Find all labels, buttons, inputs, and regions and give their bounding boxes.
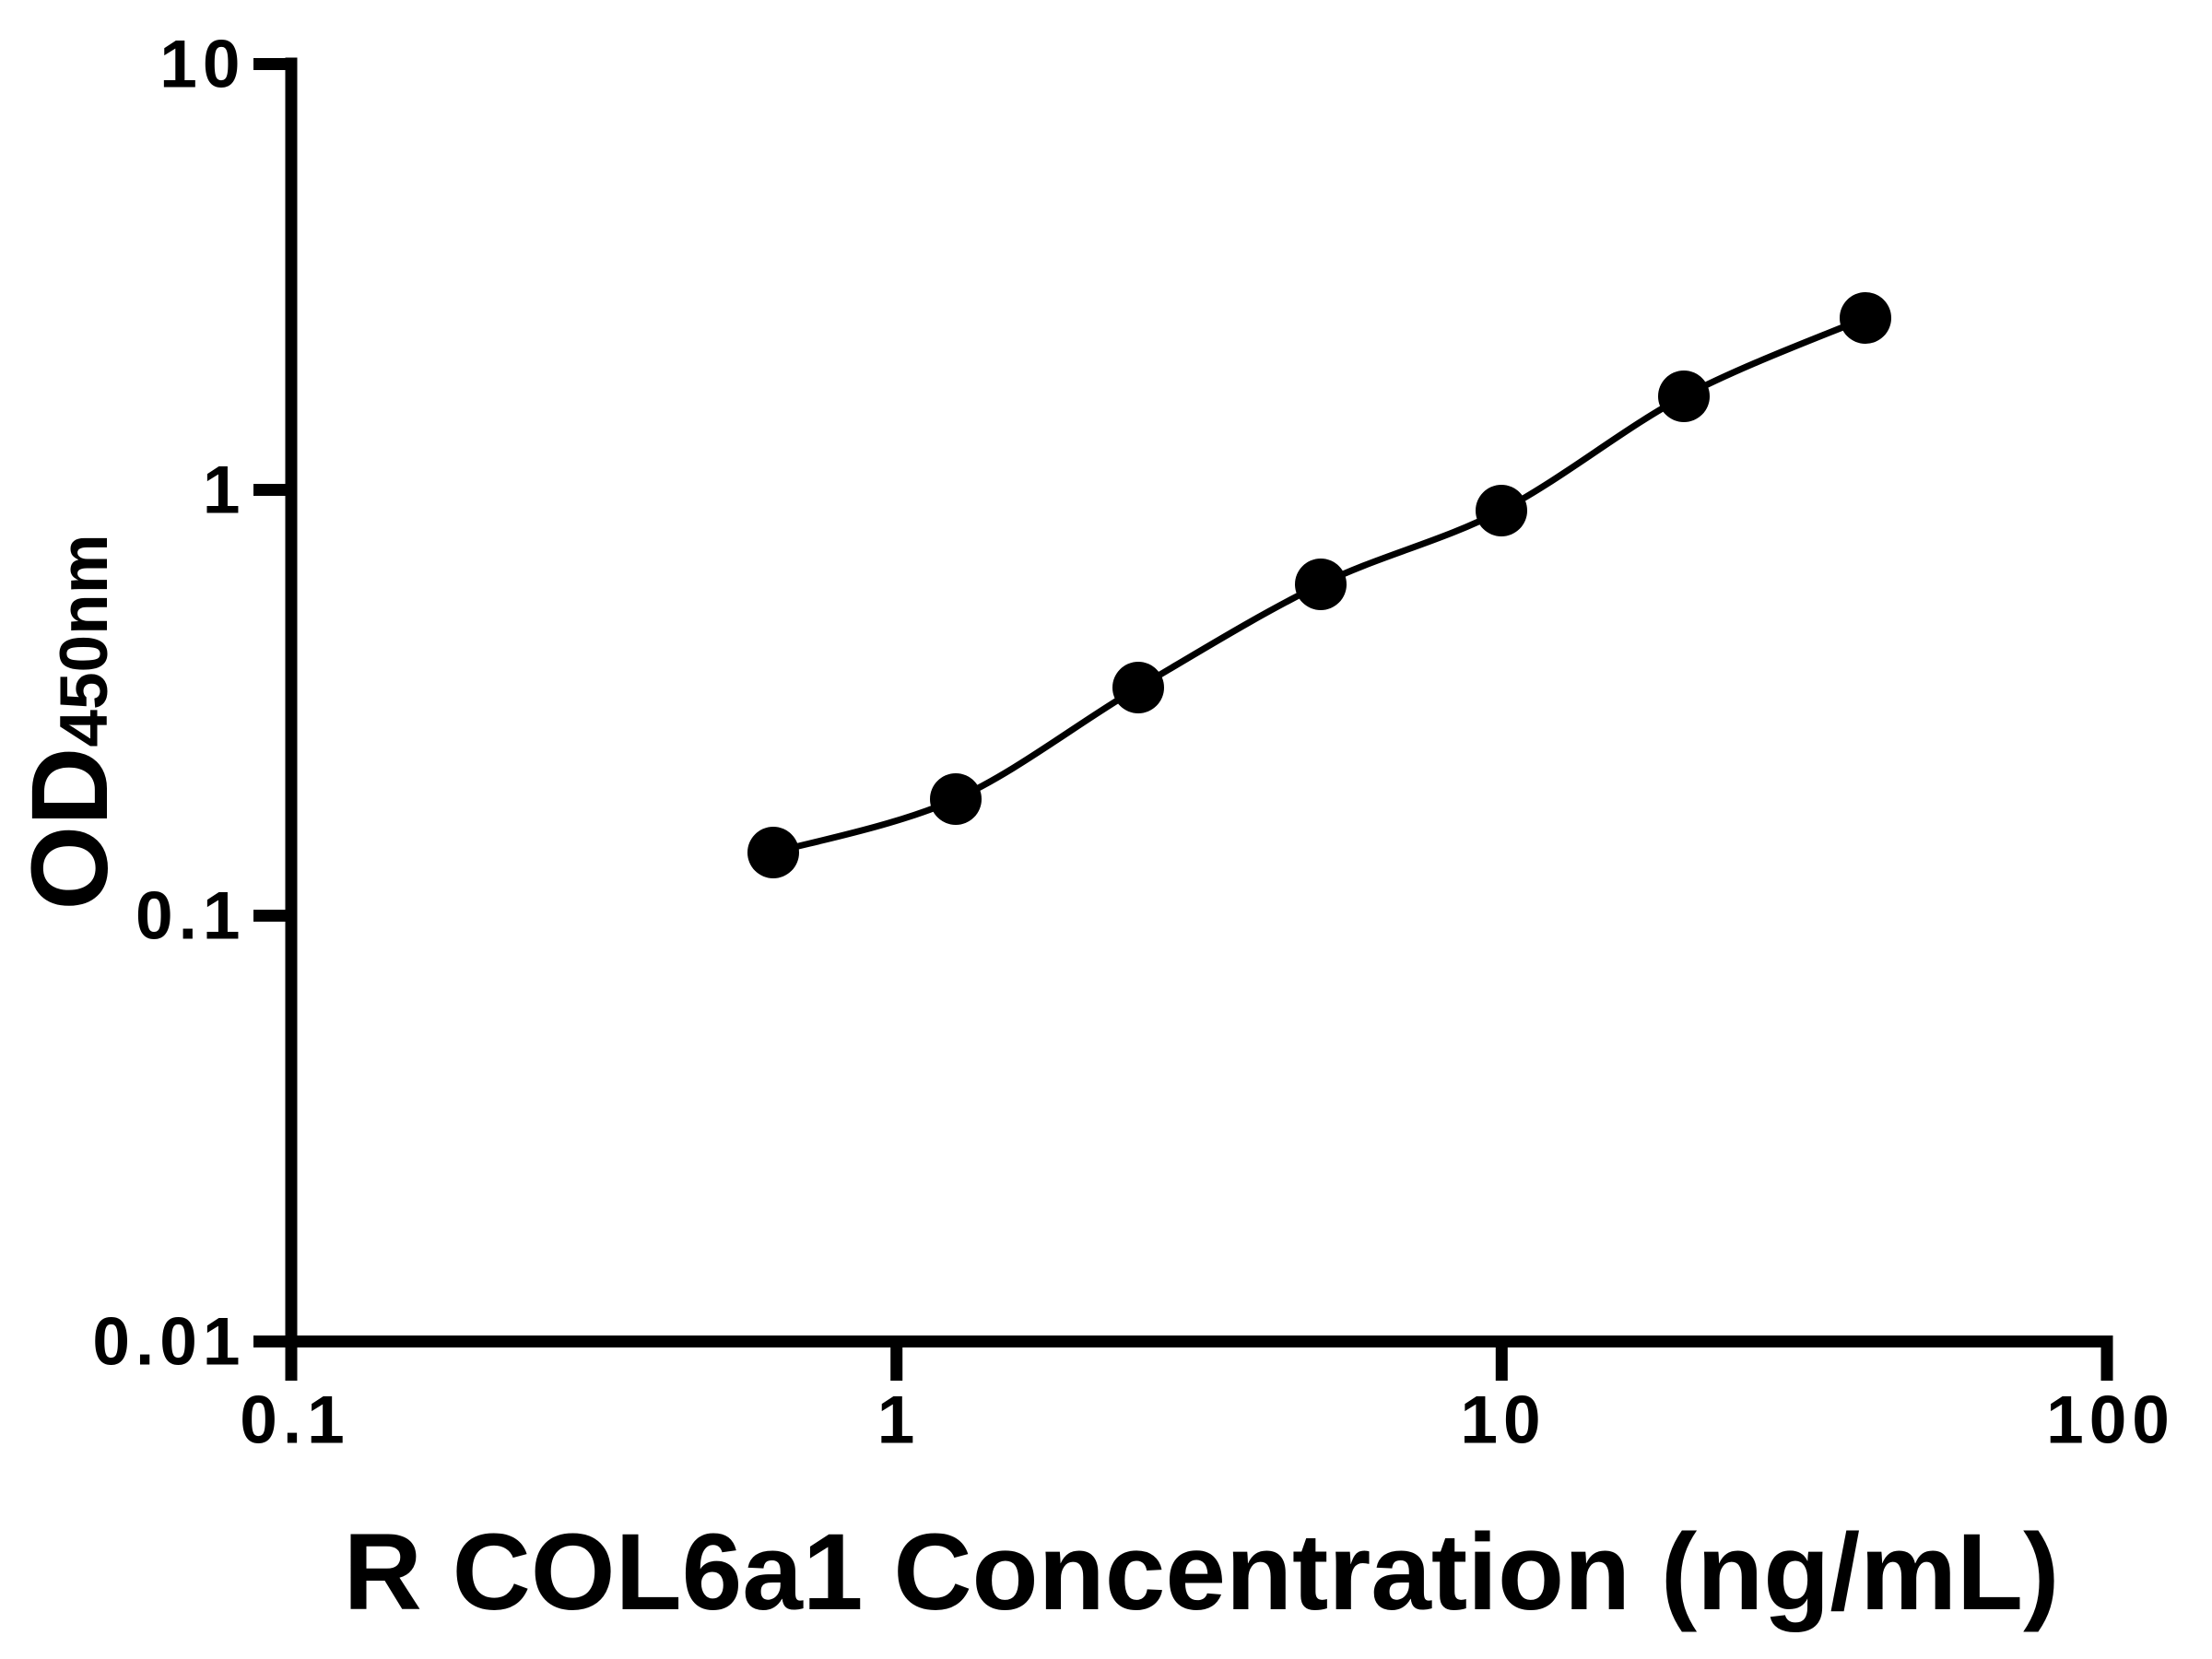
svg-text:0.1: 0.1 [240, 1383, 349, 1458]
svg-text:1: 1 [203, 453, 246, 528]
svg-text:1: 1 [877, 1383, 921, 1458]
svg-text:R COL6a1 Concentration (ng/mL): R COL6a1 Concentration (ng/mL) [344, 1512, 2060, 1633]
svg-text:OD450nm: OD450nm [9, 534, 131, 910]
svg-text:10: 10 [1460, 1383, 1546, 1458]
svg-text:100: 100 [2046, 1383, 2175, 1458]
svg-text:0.01: 0.01 [92, 1305, 245, 1380]
svg-text:0.1: 0.1 [135, 879, 245, 954]
svg-text:10: 10 [159, 28, 245, 102]
